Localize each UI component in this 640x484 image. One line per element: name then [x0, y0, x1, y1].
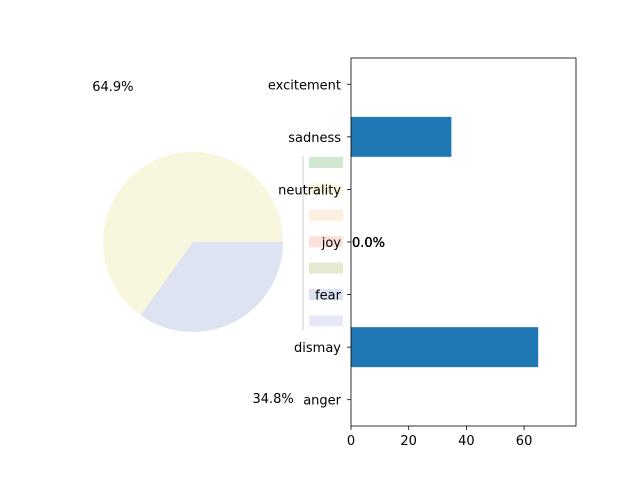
y-tick-label: excitement [268, 78, 341, 93]
x-tick-label: 0 [347, 434, 355, 449]
bar-chart: excitement sadness neutrality joy fear dismay… [268, 57, 577, 449]
y-tick-label: neutrality [278, 183, 341, 198]
legend-swatch [309, 315, 343, 327]
pie-slice [140, 242, 283, 333]
y-tick-label: joy [321, 236, 342, 251]
legend-swatches [302, 156, 343, 330]
legend-swatch [309, 289, 343, 300]
x-tick-label: 20 [400, 434, 417, 449]
legend-swatch [309, 157, 343, 168]
pie-slice-label: 0.0% [352, 236, 385, 251]
y-tick-label: anger [303, 394, 341, 409]
pie-slice-label: 0.0% [352, 236, 385, 251]
legend-swatch [309, 236, 343, 248]
pie-slice-label: 34.8% [252, 392, 293, 407]
pie-slice-label: 0.0% [352, 236, 385, 251]
pie-labels: 64.9%34.8%0.0%0.0%0.0%0.0%0.0% [92, 80, 385, 407]
pie-chart [102, 152, 283, 333]
x-tick-label: 40 [458, 434, 475, 449]
pie-slice-label: 0.0% [352, 236, 385, 251]
bar [351, 327, 539, 368]
legend-swatch [309, 262, 343, 274]
pie-slice [102, 152, 283, 316]
bar-axes-frame [350, 57, 577, 427]
pie-slice-label: 64.9% [92, 80, 133, 95]
y-tick-label: sadness [288, 131, 341, 146]
x-tick-label: 60 [516, 434, 533, 449]
y-tick-label: fear [315, 289, 342, 304]
bar [351, 116, 452, 157]
legend-swatch [309, 183, 343, 195]
y-tick-label: dismay [294, 341, 341, 356]
legend-swatch [309, 209, 343, 221]
pie-slice-label: 0.0% [352, 236, 385, 251]
